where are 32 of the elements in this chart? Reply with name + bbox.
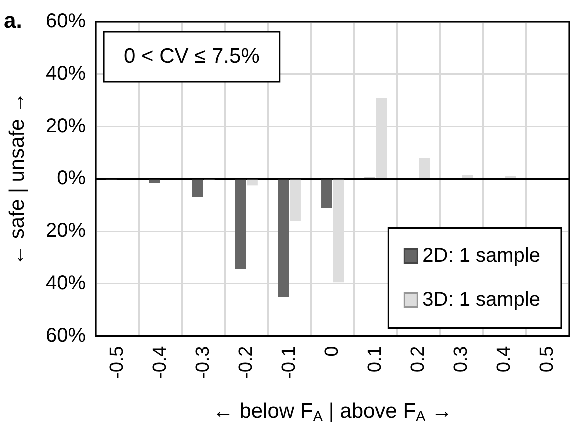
legend-label: 3D: 1 sample bbox=[422, 288, 541, 311]
bar bbox=[149, 180, 160, 184]
x-tick-label: 0.2 bbox=[408, 346, 430, 373]
bar bbox=[192, 180, 204, 198]
bar bbox=[462, 175, 474, 178]
legend-label: 2D: 1 sample bbox=[422, 244, 541, 267]
bar bbox=[322, 180, 332, 208]
x-tick-label: 0 bbox=[322, 346, 343, 357]
bar bbox=[278, 180, 290, 297]
x-tick-label: -0.3 bbox=[192, 346, 214, 380]
annotation: 0 < CV ≤ 7.5% bbox=[124, 44, 260, 68]
y-tick-label: 20% bbox=[46, 115, 86, 138]
y-tick-label: 40% bbox=[46, 62, 86, 85]
x-tick-label: -0.1 bbox=[278, 346, 300, 380]
x-tick-label: -0.2 bbox=[236, 346, 257, 380]
x-tick-label: -0.4 bbox=[150, 346, 171, 380]
x-tick-label: 0.4 bbox=[494, 346, 516, 373]
y-tick-label: 20% bbox=[46, 220, 86, 242]
y-tick-label: 0% bbox=[57, 168, 86, 190]
x-tick-label: 0.1 bbox=[365, 346, 386, 373]
text: a. bbox=[4, 8, 22, 34]
x-tick-label: 0.5 bbox=[537, 346, 558, 373]
bar bbox=[290, 180, 301, 222]
y-tick-label: 60% bbox=[46, 324, 86, 347]
y-tick-label: 60% bbox=[46, 10, 86, 33]
bar bbox=[419, 158, 430, 178]
bar bbox=[235, 180, 246, 270]
y-tick-label: 40% bbox=[46, 272, 86, 294]
bar bbox=[247, 180, 258, 186]
y-axis-title: ← safe | unsafe → bbox=[6, 92, 29, 266]
x-tick-label: 0.3 bbox=[451, 346, 472, 373]
x-tick-label: -0.5 bbox=[106, 346, 128, 380]
